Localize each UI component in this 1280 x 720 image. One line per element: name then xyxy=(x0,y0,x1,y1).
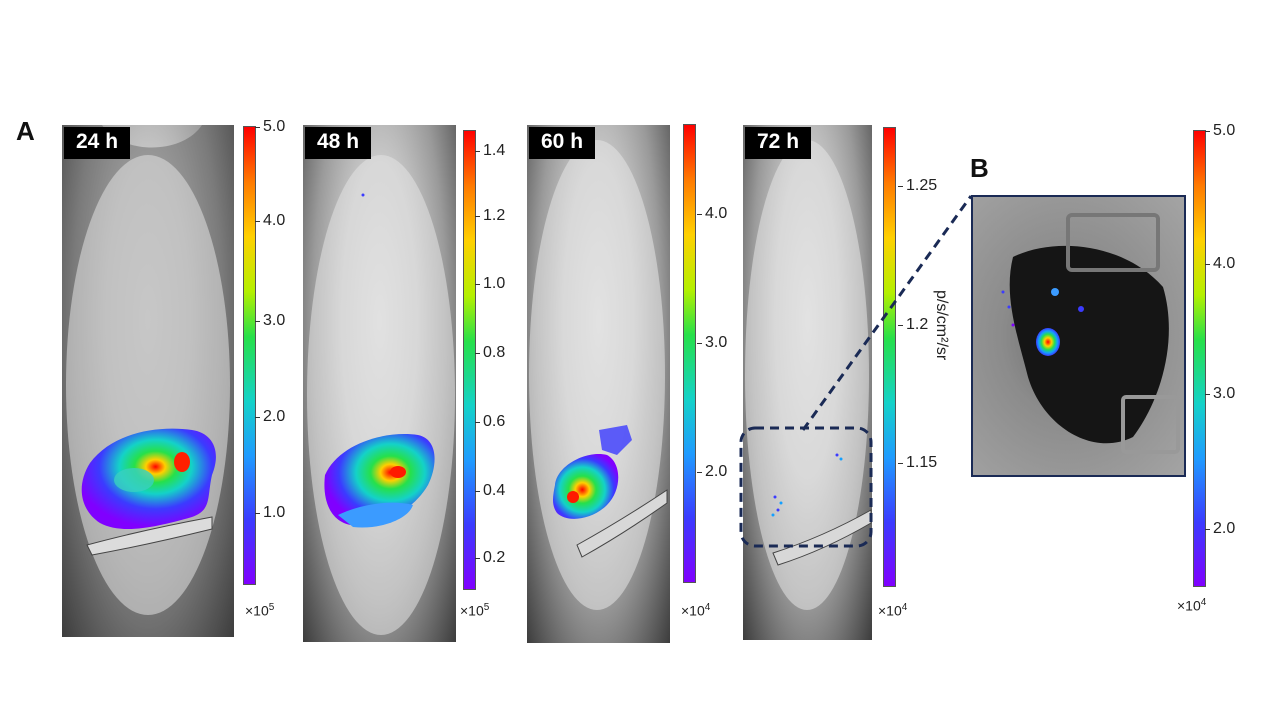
tick-24h-5: 1.0 xyxy=(254,504,286,521)
tick-24h-4: 2.0 xyxy=(254,408,286,425)
tick-zoom-3: 3.0 xyxy=(1204,385,1236,402)
tick-60h-1: 4.0 xyxy=(696,205,728,222)
multiplier-72h: ×104 xyxy=(878,602,908,619)
tick-48h-1: 1.4 xyxy=(474,142,506,159)
colorbar-zoom xyxy=(1193,130,1206,587)
colorbar-60h xyxy=(683,124,696,583)
colorbar-72h xyxy=(883,127,896,587)
mouse-body-60h xyxy=(529,140,668,610)
panel-label-a: A xyxy=(16,116,35,146)
time-label-72h: 72 h xyxy=(745,127,812,159)
tick-60h-3: 2.0 xyxy=(696,463,728,480)
tick-72h-1: 1.25 xyxy=(897,177,938,194)
mouse-body-72h xyxy=(745,140,872,610)
zoom-image xyxy=(971,195,1186,477)
mouse-body-48h xyxy=(307,155,455,635)
multiplier-24h: ×105 xyxy=(245,602,275,619)
time-label-24h: 24 h xyxy=(64,127,131,159)
panel-label-b: B xyxy=(970,153,989,183)
tick-24h-2: 4.0 xyxy=(254,212,286,229)
unit-label: p/s/cm²/sr xyxy=(933,290,950,361)
mouse-image-60h: 60 h xyxy=(527,125,670,643)
multiplier-zoom: ×104 xyxy=(1177,597,1207,614)
tick-24h-1: 5.0 xyxy=(254,118,286,135)
tick-48h-6: 0.4 xyxy=(474,482,506,499)
tick-zoom-2: 4.0 xyxy=(1204,255,1236,272)
mouse-image-24h: 24 h xyxy=(62,125,234,637)
tick-48h-2: 1.2 xyxy=(474,207,506,224)
mouse-image-48h: 48 h xyxy=(303,125,456,642)
tick-60h-2: 3.0 xyxy=(696,334,728,351)
zoom-scene xyxy=(1001,213,1180,454)
time-label-48h: 48 h xyxy=(305,127,372,159)
tick-48h-3: 1.0 xyxy=(474,275,506,292)
time-label-60h: 60 h xyxy=(529,127,596,159)
tick-24h-3: 3.0 xyxy=(254,312,286,329)
multiplier-48h: ×105 xyxy=(460,602,490,619)
mouse-image-72h: 72 h xyxy=(743,125,872,640)
tick-48h-7: 0.2 xyxy=(474,549,506,566)
tick-72h-3: 1.15 xyxy=(897,454,938,471)
colorbar-48h xyxy=(463,130,476,590)
tick-72h-2: 1.2 xyxy=(897,316,929,333)
tick-zoom-4: 2.0 xyxy=(1204,520,1236,537)
multiplier-60h: ×104 xyxy=(681,602,711,619)
tick-48h-4: 0.8 xyxy=(474,344,506,361)
tick-48h-5: 0.6 xyxy=(474,413,506,430)
tick-zoom-1: 5.0 xyxy=(1204,122,1236,139)
mouse-body-24h xyxy=(62,125,234,637)
colorbar-24h xyxy=(243,126,256,585)
